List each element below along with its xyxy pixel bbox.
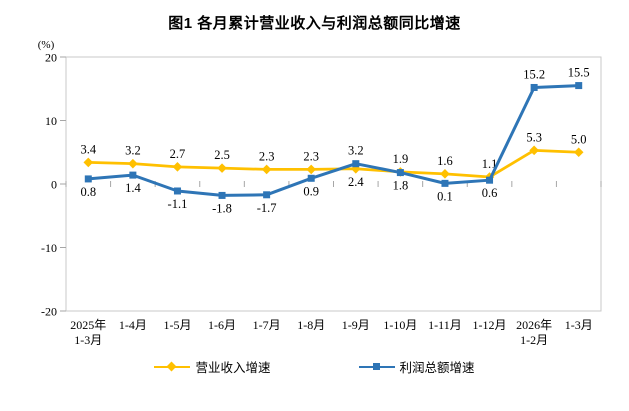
svg-text:1.6: 1.6 bbox=[437, 154, 453, 168]
svg-text:1-9月: 1-9月 bbox=[342, 318, 370, 332]
svg-text:0.8: 0.8 bbox=[80, 185, 96, 199]
svg-text:2.3: 2.3 bbox=[303, 149, 319, 163]
svg-text:1-11月: 1-11月 bbox=[428, 318, 462, 332]
svg-text:-10: -10 bbox=[41, 241, 57, 255]
legend-item-revenue: 营业收入增速 bbox=[154, 357, 271, 376]
svg-text:1-3月: 1-3月 bbox=[565, 318, 593, 332]
legend: 营业收入增速 利润总额增速 bbox=[0, 357, 629, 376]
revenue-line-swatch bbox=[154, 361, 191, 372]
svg-text:1.1: 1.1 bbox=[482, 157, 498, 171]
svg-text:2026年: 2026年 bbox=[516, 318, 552, 332]
svg-text:1-7月: 1-7月 bbox=[253, 318, 281, 332]
svg-text:3.4: 3.4 bbox=[80, 142, 96, 156]
svg-text:15.2: 15.2 bbox=[523, 67, 545, 81]
legend-label-revenue: 营业收入增速 bbox=[195, 361, 271, 375]
svg-text:3.2: 3.2 bbox=[348, 144, 364, 158]
svg-text:1.4: 1.4 bbox=[125, 181, 141, 195]
svg-text:0.9: 0.9 bbox=[303, 184, 319, 198]
svg-text:1-3月: 1-3月 bbox=[74, 333, 102, 347]
svg-text:2.5: 2.5 bbox=[214, 148, 230, 162]
profit-line-swatch bbox=[358, 362, 395, 372]
svg-text:-20: -20 bbox=[41, 305, 57, 319]
svg-text:10: 10 bbox=[45, 114, 57, 128]
svg-text:(%): (%) bbox=[38, 39, 55, 51]
svg-text:1-6月: 1-6月 bbox=[208, 318, 236, 332]
svg-text:2.4: 2.4 bbox=[348, 175, 364, 189]
svg-text:2025年: 2025年 bbox=[70, 318, 106, 332]
svg-text:2.3: 2.3 bbox=[259, 149, 275, 163]
svg-text:15.5: 15.5 bbox=[568, 66, 590, 80]
diamond-marker-icon bbox=[167, 361, 177, 372]
square-marker-icon bbox=[372, 363, 380, 370]
svg-text:1-5月: 1-5月 bbox=[163, 318, 191, 332]
svg-text:0: 0 bbox=[51, 178, 57, 192]
svg-text:1-4月: 1-4月 bbox=[119, 318, 147, 332]
svg-text:1.8: 1.8 bbox=[393, 179, 409, 193]
svg-text:20: 20 bbox=[45, 51, 57, 65]
legend-label-profit: 利润总额增速 bbox=[399, 361, 475, 375]
svg-text:1.9: 1.9 bbox=[393, 152, 409, 166]
svg-text:0.1: 0.1 bbox=[437, 189, 453, 203]
svg-text:-1.7: -1.7 bbox=[257, 201, 277, 215]
svg-text:-1.1: -1.1 bbox=[168, 197, 188, 211]
chart-title: 图1 各月累计营业收入与利润总额同比增速 bbox=[168, 15, 461, 32]
svg-text:2.7: 2.7 bbox=[170, 147, 186, 161]
legend-item-profit: 利润总额增速 bbox=[358, 357, 475, 376]
svg-text:1-12月: 1-12月 bbox=[473, 318, 507, 332]
svg-text:-1.8: -1.8 bbox=[212, 201, 232, 215]
svg-text:0.6: 0.6 bbox=[482, 186, 498, 200]
svg-text:3.2: 3.2 bbox=[125, 144, 141, 158]
svg-text:5.3: 5.3 bbox=[526, 130, 542, 144]
svg-text:1-10月: 1-10月 bbox=[383, 318, 417, 332]
svg-text:1-2月: 1-2月 bbox=[520, 333, 548, 347]
svg-text:5.0: 5.0 bbox=[571, 132, 587, 146]
svg-text:1-8月: 1-8月 bbox=[297, 318, 325, 332]
